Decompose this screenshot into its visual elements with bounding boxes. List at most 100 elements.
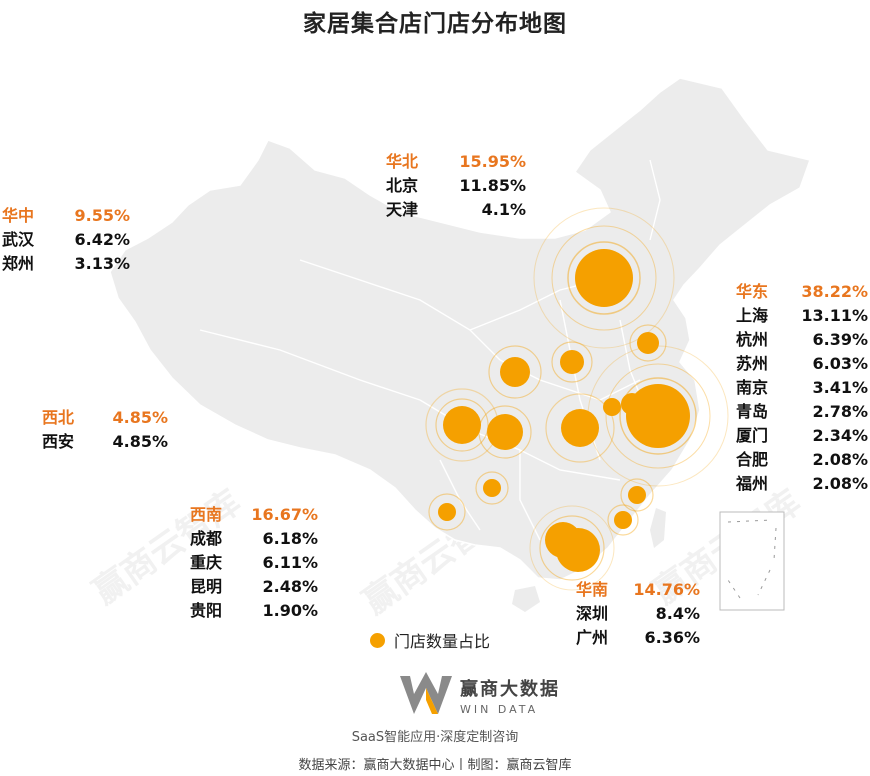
region-share: 14.76% [633,580,700,599]
city-name: 青岛 [736,402,769,421]
bubble-xian [500,357,530,387]
city-row: 青岛 2.78% [736,400,868,424]
taiwan-island [650,508,666,548]
halo-ring [539,515,605,581]
region-name: 西南 [190,505,223,524]
city-row: 成都 6.18% [190,527,318,551]
bubble-qingdao [637,332,659,354]
city-name: 杭州 [736,330,769,349]
city-name: 深圳 [576,604,609,623]
city-share: 13.11% [801,306,868,325]
region-share: 38.22% [801,282,868,301]
region-share: 15.95% [459,152,526,171]
bubble-guiyang [483,479,501,497]
city-row: 厦门 2.34% [736,424,868,448]
city-share: 2.08% [812,450,868,469]
brand-slogan: SaaS智能应用·深度定制咨询 [351,730,519,745]
region-label-huazhong: 华中 9.55% 武汉 6.42% 郑州 3.13% [2,204,130,276]
region-label-xibei: 西北 4.85% 西安 4.85% [42,406,168,454]
city-share: 4.85% [112,432,168,451]
region-name: 华中 [2,206,35,225]
city-share: 8.4% [655,604,700,623]
city-share: 6.39% [812,330,868,349]
city-name: 武汉 [2,230,35,249]
halo-ring [478,405,532,459]
city-name: 成都 [190,529,223,548]
city-name: 郑州 [2,254,35,273]
city-share: 2.78% [812,402,868,421]
city-share: 11.85% [459,176,526,195]
city-name: 北京 [386,176,419,195]
halo-ring [435,398,489,452]
bubble-kunming [438,503,456,521]
halo-ring [551,225,657,331]
city-name: 重庆 [190,553,223,572]
legend-label: 门店数量占比 [394,632,491,651]
city-row: 南京 3.41% [736,376,868,400]
region-label-huanan: 华南 14.76% 深圳 8.4% 广州 6.36% [576,578,700,650]
city-share: 2.48% [262,577,318,596]
halo-ring [529,505,615,591]
hainan-island [512,586,540,612]
city-name: 上海 [736,306,769,325]
source-line: 数据来源：赢商大数据中心丨制图：赢商云智库 [298,758,572,773]
halo-ring [428,493,466,531]
legend: 门店数量占比 [370,628,490,652]
city-share: 4.1% [481,200,526,219]
halo-ring [619,377,697,455]
halo-ring [605,363,711,469]
china-land [109,77,811,581]
city-share: 6.36% [644,628,700,647]
city-row: 杭州 6.39% [736,328,868,352]
halo-ring [607,504,639,536]
region-share: 9.55% [74,206,130,225]
region-label-huabei: 华北 15.95% 北京 11.85% 天津 4.1% [386,150,526,222]
bubble-wuhan [561,409,599,447]
bubble-shanghai [626,384,690,448]
city-name: 天津 [386,200,419,219]
city-share: 1.90% [262,601,318,620]
city-share: 2.34% [812,426,868,445]
city-row: 天津 4.1% [386,198,526,222]
brand-name-en: WIN DATA [460,702,539,716]
bubble-xiamen [614,511,632,529]
city-name: 厦门 [736,426,769,445]
city-row: 合肥 2.08% [736,448,868,472]
bubble-nanjing [603,398,621,416]
city-name: 广州 [576,628,609,647]
halo-ring [620,478,654,512]
bubble-beijing [575,249,633,307]
brand-name-cn: 赢商大数据 [460,678,560,700]
region-name: 华北 [386,152,419,171]
region-share: 4.85% [112,408,168,427]
bubble-chengdu [443,406,481,444]
city-row: 福州 2.08% [736,472,868,496]
city-bubbles [425,207,729,591]
city-share: 6.11% [262,553,318,572]
win-data-logo-icon [400,672,452,714]
region-label-xinan: 西南 16.67% 成都 6.18% 重庆 6.11% 昆明 2.48% 贵阳 1.90% [190,503,318,623]
city-name: 贵阳 [190,601,223,620]
region-name: 华东 [736,282,769,301]
city-row: 昆明 2.48% [190,575,318,599]
city-row: 郑州 3.13% [2,252,130,276]
halo-ring [533,207,675,349]
halo-ring [551,341,593,383]
city-share: 6.42% [74,230,130,249]
region-share: 16.67% [251,505,318,524]
halo-ring [488,345,542,399]
city-row: 深圳 8.4% [576,602,700,626]
city-name: 昆明 [190,577,223,596]
halo-ring [475,471,509,505]
city-share: 6.03% [812,354,868,373]
city-row: 西安 4.85% [42,430,168,454]
city-name: 合肥 [736,450,769,469]
region-label-huadong: 华东 38.22% 上海 13.11% 杭州 6.39% 苏州 6.03% 南京 3.41… [736,280,868,496]
city-share: 2.08% [812,474,868,493]
city-name: 福州 [736,474,769,493]
region-name: 华南 [576,580,609,599]
city-name: 苏州 [736,354,769,373]
brand-logo: 赢商大数据 WIN DATA [398,672,560,718]
south-china-sea-inset [719,511,785,611]
